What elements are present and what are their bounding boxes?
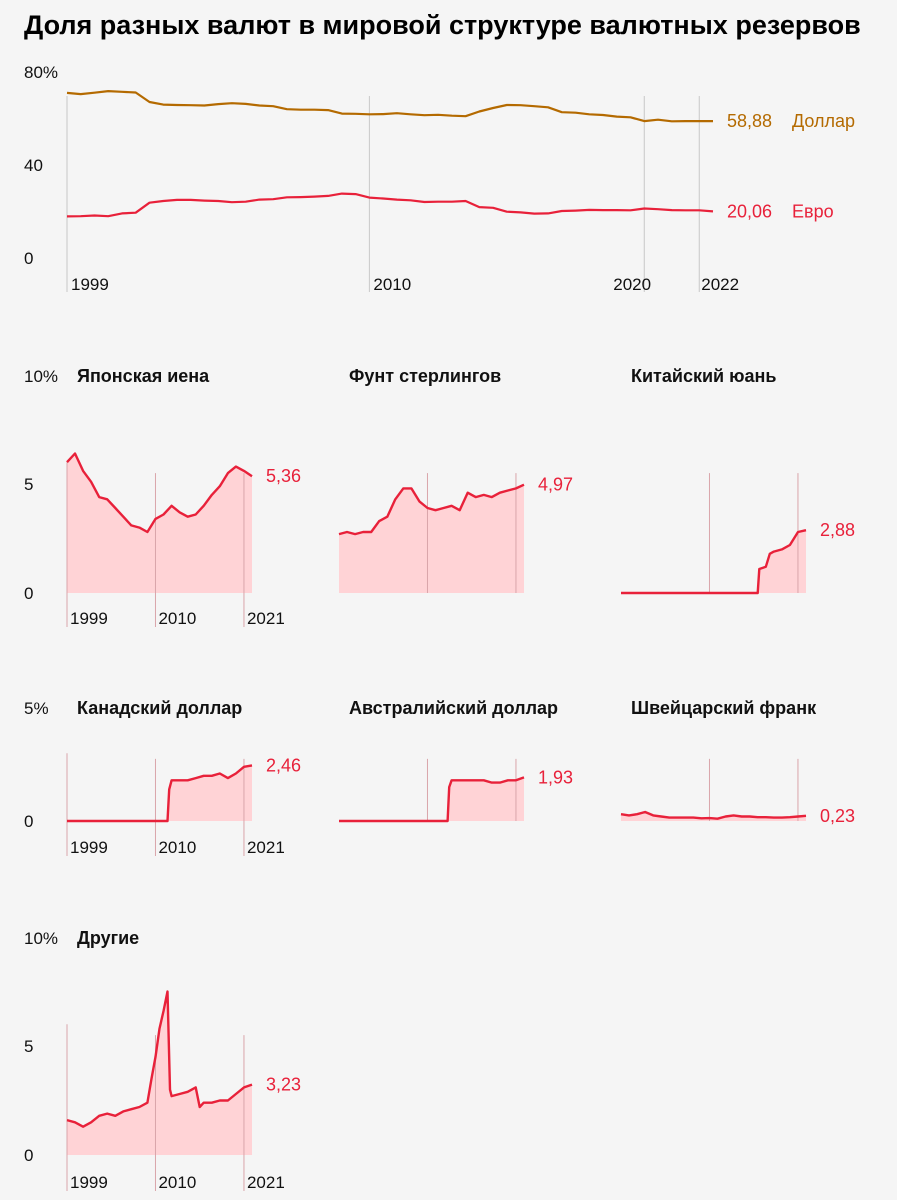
series-line bbox=[66, 990, 253, 1128]
x-tick-label: 2010 bbox=[158, 838, 196, 857]
series-line bbox=[620, 810, 807, 820]
series-line bbox=[621, 529, 807, 595]
area-fill bbox=[621, 812, 806, 821]
value-label: 2,88 bbox=[820, 520, 855, 540]
series-line bbox=[66, 192, 714, 218]
x-tick-label: 2022 bbox=[701, 275, 739, 294]
y-tick-label: 5 bbox=[24, 475, 33, 494]
y-tick-label: 0 bbox=[24, 1146, 33, 1165]
value-label: 1,93 bbox=[538, 767, 573, 787]
value-label: 3,23 bbox=[266, 1075, 301, 1095]
value-label: 4,97 bbox=[538, 475, 573, 495]
series-line bbox=[66, 452, 253, 534]
y-tick-label: 40 bbox=[24, 156, 43, 175]
main-chart: 1999 2010 2020 2022 80% 40 0 58,88 Доллар 20,06 Ев… bbox=[24, 63, 855, 294]
value-label: 0,23 bbox=[820, 806, 855, 826]
x-tick-label: 2010 bbox=[158, 1173, 196, 1192]
series-line bbox=[66, 90, 713, 123]
series-name-label: Евро bbox=[792, 201, 834, 221]
panel-title: Канадский доллар bbox=[77, 698, 242, 718]
panel-title: Австралийский доллар bbox=[349, 698, 558, 718]
y-tick-label: 10% bbox=[24, 367, 58, 386]
panel-title: Швейцарский франк bbox=[631, 698, 817, 718]
y-tick-label: 5 bbox=[24, 1037, 33, 1056]
series-value-label: 58,88 bbox=[727, 111, 772, 131]
area-fill bbox=[621, 530, 806, 593]
series-line bbox=[67, 764, 253, 823]
panel-title: Фунт стерлингов bbox=[349, 366, 501, 386]
x-tick-label: 1999 bbox=[71, 275, 109, 294]
panel-cny: Китайский юань 2,88 bbox=[621, 366, 855, 595]
panel-cad: Канадский доллар 2,46 1999 2010 2021 bbox=[66, 698, 301, 857]
area-fill bbox=[67, 991, 252, 1155]
area-fill bbox=[339, 484, 524, 593]
area-fill bbox=[67, 453, 252, 593]
y-tick-label: 80% bbox=[24, 63, 58, 82]
panel-jpy: Японская иена 5,36 1999 2010 2021 bbox=[66, 366, 301, 628]
x-tick-label: 2021 bbox=[247, 1173, 285, 1192]
chart-title: Доля разных валют в мировой структуре ва… bbox=[24, 10, 861, 40]
series-line bbox=[338, 483, 525, 536]
panel-aud: Австралийский доллар 1,93 bbox=[339, 698, 573, 823]
y-tick-label: 10% bbox=[24, 929, 58, 948]
series-value-label: 20,06 bbox=[727, 201, 772, 221]
series-name-label: Доллар bbox=[792, 111, 855, 131]
panel-gbp: Фунт стерлингов 4,97 bbox=[338, 366, 573, 593]
y-tick-label: 0 bbox=[24, 249, 33, 268]
y-tick-label: 0 bbox=[24, 584, 33, 603]
x-tick-label: 2010 bbox=[373, 275, 411, 294]
panel-title: Китайский юань bbox=[631, 366, 776, 386]
x-tick-label: 2020 bbox=[613, 275, 651, 294]
value-label: 2,46 bbox=[266, 755, 301, 775]
x-tick-label: 1999 bbox=[70, 609, 108, 628]
panel-title: Японская иена bbox=[77, 366, 210, 386]
x-tick-label: 2010 bbox=[158, 609, 196, 628]
panel-other: Другие 3,23 1999 2010 2021 bbox=[66, 928, 301, 1192]
value-label: 5,36 bbox=[266, 466, 301, 486]
x-tick-label: 1999 bbox=[70, 1173, 108, 1192]
panel-chf: Швейцарский франк 0,23 bbox=[620, 698, 855, 826]
panel-title: Другие bbox=[77, 928, 139, 948]
y-tick-label: 5% bbox=[24, 699, 49, 718]
area-fill bbox=[339, 777, 524, 821]
y-tick-label: 0 bbox=[24, 812, 33, 831]
x-tick-label: 1999 bbox=[70, 838, 108, 857]
x-tick-label: 2021 bbox=[247, 609, 285, 628]
series-line bbox=[339, 776, 525, 823]
x-tick-label: 2021 bbox=[247, 838, 285, 857]
area-fill bbox=[67, 765, 252, 821]
